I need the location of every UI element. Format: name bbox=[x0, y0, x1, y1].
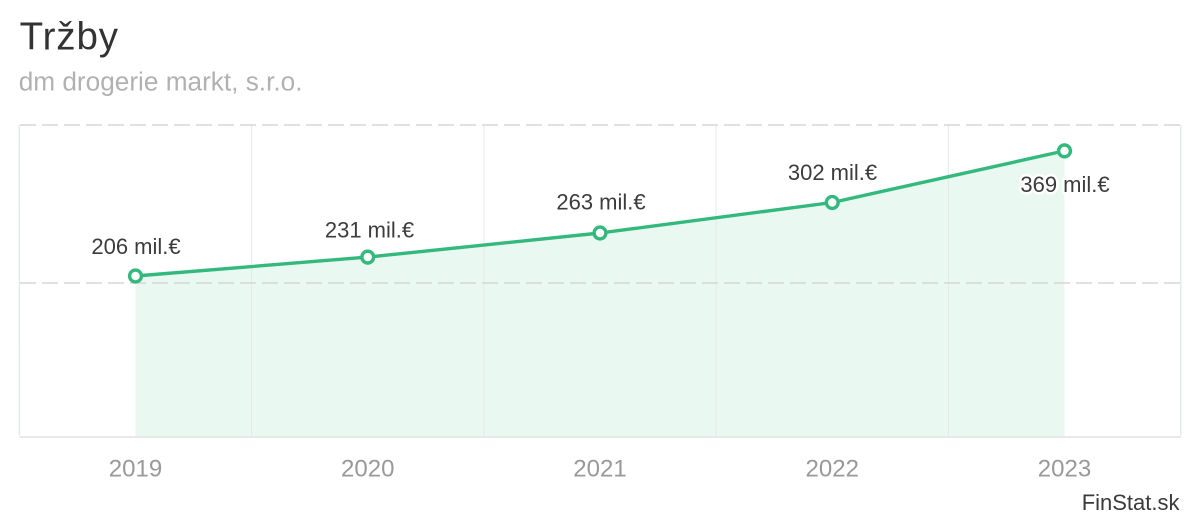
svg-text:206 mil.€: 206 mil.€ bbox=[91, 234, 180, 259]
svg-text:Tržby: Tržby bbox=[20, 15, 119, 58]
svg-text:FinStat.sk: FinStat.sk bbox=[1082, 490, 1181, 515]
svg-text:302 mil.€: 302 mil.€ bbox=[788, 160, 877, 185]
svg-text:2022: 2022 bbox=[806, 455, 859, 482]
svg-text:2019: 2019 bbox=[109, 455, 162, 482]
svg-text:dm drogerie markt, s.r.o.: dm drogerie markt, s.r.o. bbox=[19, 66, 303, 96]
svg-text:2020: 2020 bbox=[341, 455, 394, 482]
svg-text:263 mil.€: 263 mil.€ bbox=[556, 190, 645, 215]
svg-text:231 mil.€: 231 mil.€ bbox=[325, 218, 414, 243]
svg-text:2023: 2023 bbox=[1038, 455, 1091, 482]
svg-text:2021: 2021 bbox=[573, 455, 626, 482]
svg-text:369 mil.€: 369 mil.€ bbox=[1020, 172, 1109, 197]
